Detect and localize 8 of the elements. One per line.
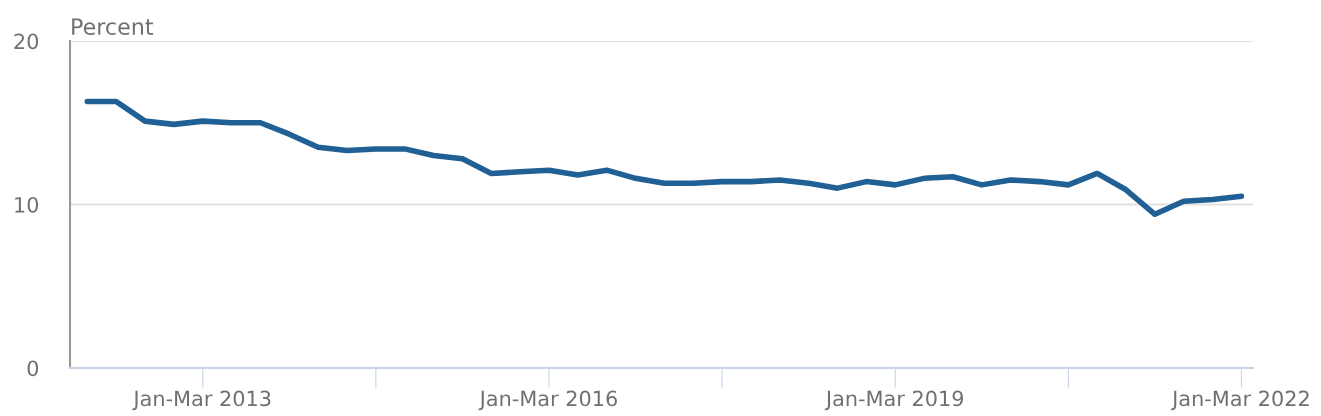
y-tick-label: 0	[27, 360, 39, 377]
x-tick-label: Jan-Mar 2013	[132, 390, 271, 411]
y-tick-label: 10	[15, 196, 39, 213]
x-tick-label: Jan-Mar 2019	[824, 390, 964, 411]
x-tick-label: Jan-Mar 2016	[478, 390, 617, 411]
y-tick-label: 20	[14, 33, 39, 50]
x-tick-label: Jan-Mar 2022	[1171, 390, 1309, 411]
y-axis-title: Percent	[72, 18, 154, 36]
